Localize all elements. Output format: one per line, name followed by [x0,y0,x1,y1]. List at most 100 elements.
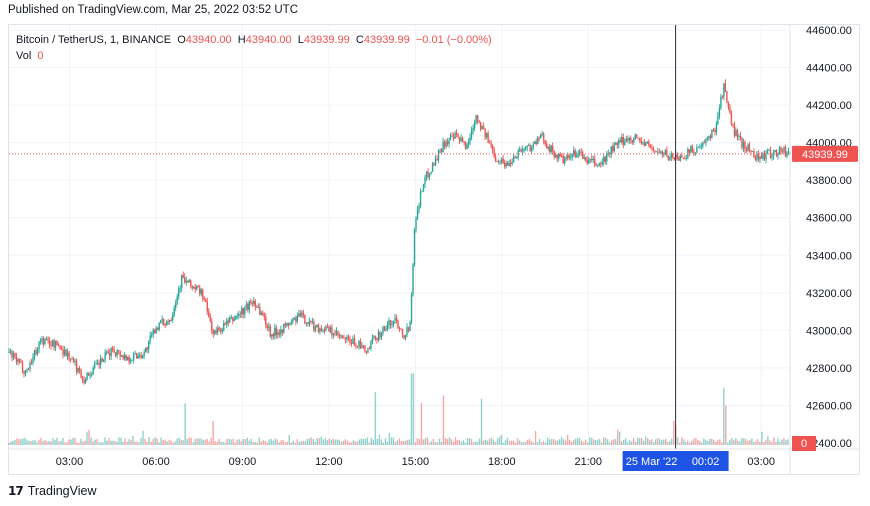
candle-body [99,358,102,365]
volume-bar [140,437,142,445]
volume-bar [204,439,206,445]
candle-body [389,320,392,326]
volume-bar [386,441,389,445]
candle-body [523,148,525,150]
volume-bar [524,441,527,445]
candle-body [248,301,251,310]
candle-body [135,353,138,359]
chart-legend: Bitcoin / TetherUS, 1, BINANCE O43940.00… [16,32,492,64]
volume-bar [378,434,381,445]
candle-body [518,149,521,151]
candle-body [26,368,28,371]
volume-bar [651,439,653,445]
candle-body [424,177,426,185]
candle-body [9,351,12,353]
candle-body [585,157,587,160]
volume-bar [641,437,643,445]
candle-body [750,150,752,152]
volume-bar [142,430,144,445]
volume-bar [554,440,557,445]
price-tick-label: 43600.00 [806,213,852,225]
volume-bar [48,440,50,445]
candle-body [606,153,608,162]
candle-body [221,330,223,332]
symbol-label[interactable]: Bitcoin / TetherUS, 1, BINANCE [16,34,172,46]
volume-bar [562,439,565,445]
volume-bar [450,439,453,445]
candle-body [24,370,27,374]
candle-body [555,154,557,157]
candle-body [311,321,314,323]
candle-body [757,153,760,160]
volume-bar [586,442,589,445]
candle-body [373,336,375,339]
volume-bar [90,437,92,445]
candle-body [539,134,542,139]
volume-bar [236,439,238,445]
volume-bar [182,440,184,445]
candle-body [299,313,302,317]
candle-body [574,150,576,158]
volume-bar [288,435,290,445]
candle-body [83,379,85,383]
volume-bar [380,439,383,445]
candle-body [512,156,515,163]
candle-body [382,327,384,334]
candle-body [104,352,106,360]
volume-label[interactable]: Vol [16,50,32,62]
volume-bar [637,437,639,445]
volume-bar [184,403,186,445]
candle-body [208,311,210,317]
candle-body [131,359,133,361]
candle-body [469,137,471,142]
volume-bar [124,438,126,445]
time-tick-label: 18:00 [488,456,516,468]
candle-body [466,144,468,149]
candle-body [433,163,435,165]
candle-body [147,340,150,350]
candle-body [77,367,79,373]
candle-body [322,330,324,332]
candle-body [538,137,540,139]
volume-bar [536,442,539,445]
candle-body [59,346,61,349]
volume-bar [645,436,647,445]
volume-bar [705,439,707,445]
candle-body [613,144,615,152]
volume-bar [566,434,569,445]
candle-body [117,350,120,352]
candle-body [128,356,130,363]
candle-body [236,316,238,317]
volume-bar [739,441,741,445]
volume-bar [20,439,22,445]
candle-body [747,144,749,152]
volume-bar [388,432,391,445]
candle-body [598,163,600,166]
candle-body [610,146,612,155]
volume-bar [362,439,365,445]
candle-body [536,137,539,145]
volume-bar [715,441,717,445]
volume-bar [144,438,146,445]
volume-bar [659,439,661,445]
candle-body [778,147,781,155]
candle-body [149,335,151,341]
volume-bar [130,440,132,445]
high-label: H [237,34,246,46]
candle-body [720,96,722,109]
volume-bar [785,440,787,445]
low-value: 43939.99 [303,34,350,46]
volume-bar [346,440,349,445]
tradingview-logo[interactable]: 17 TradingView [8,484,97,498]
candle-body [488,142,491,144]
candle-body [780,147,782,152]
time-tick-label: 09:00 [229,456,257,468]
candle-body [308,321,311,324]
candle-body [751,151,754,153]
candle-body [159,320,162,323]
volume-bar [158,442,160,445]
candle-body [760,156,763,159]
volume-bar [588,437,591,445]
volume-bar [458,439,461,445]
